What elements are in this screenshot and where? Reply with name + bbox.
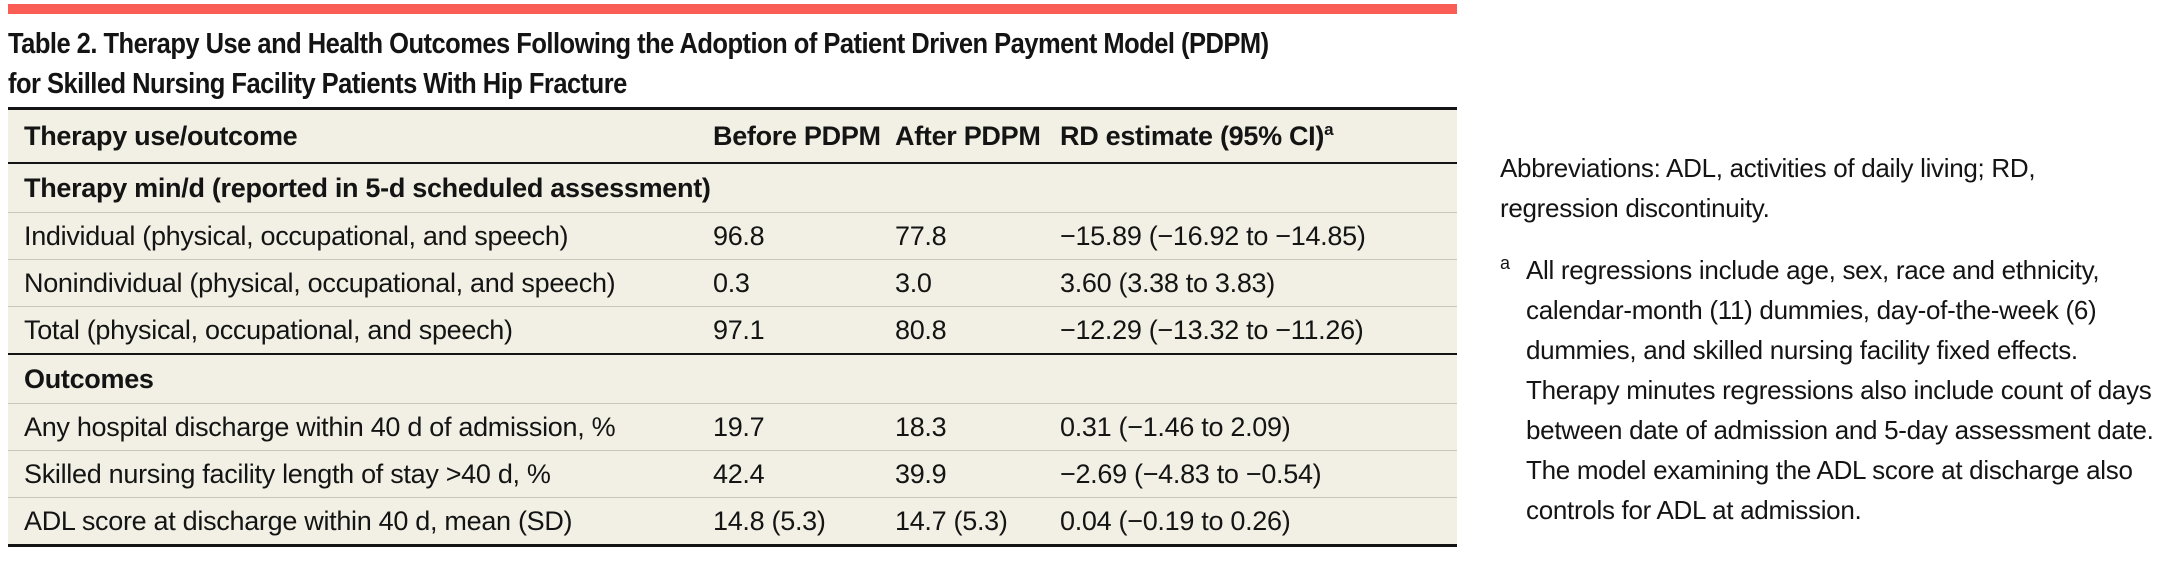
cell-rd-estimate: −12.29 (−13.32 to −11.26) — [1060, 314, 1364, 345]
column-header-before-pdpm: Before PDPM — [713, 120, 881, 151]
table-row-hospital-discharge: Any hospital discharge within 40 d of ad… — [8, 403, 1457, 450]
row-label: Individual (physical, occupational, and … — [24, 220, 569, 251]
cell-after-pdpm: 77.8 — [895, 220, 947, 251]
cell-before-pdpm: 97.1 — [713, 314, 765, 345]
footnote-marker-superscript: a — [1324, 120, 1334, 139]
cell-rd-estimate: −2.69 (−4.83 to −0.54) — [1060, 458, 1322, 489]
cell-rd-estimate: 0.04 (−0.19 to 0.26) — [1060, 505, 1291, 536]
column-header-therapy-use-outcome: Therapy use/outcome — [24, 120, 298, 151]
column-header-rd-estimate: RD estimate (95% CI)a — [1060, 120, 1457, 152]
cell-rd-estimate: −15.89 (−16.92 to −14.85) — [1060, 220, 1366, 251]
row-label: Any hospital discharge within 40 d of ad… — [24, 411, 616, 442]
table-title: Table 2. Therapy Use and Health Outcomes… — [8, 24, 1269, 104]
table-row-individual: Individual (physical, occupational, and … — [8, 212, 1457, 259]
row-label: Skilled nursing facility length of stay … — [24, 458, 551, 489]
cell-before-pdpm: 96.8 — [713, 220, 765, 251]
row-label: Nonindividual (physical, occupational, a… — [24, 267, 616, 298]
table-header-row: Therapy use/outcome Before PDPM After PD… — [8, 110, 1457, 164]
table-title-line2: for Skilled Nursing Facility Patients Wi… — [8, 68, 627, 100]
table-row-nonindividual: Nonindividual (physical, occupational, a… — [8, 259, 1457, 306]
accent-bar — [8, 4, 1457, 14]
footnote-a-text: All regressions include age, sex, race a… — [1526, 255, 2154, 525]
table-notes: Abbreviations: ADL, activities of daily … — [1500, 148, 2158, 530]
column-header-after-pdpm: After PDPM — [895, 120, 1041, 151]
row-label: Total (physical, occupational, and speec… — [24, 314, 513, 345]
cell-rd-estimate: 3.60 (3.38 to 3.83) — [1060, 267, 1275, 298]
cell-after-pdpm: 39.9 — [895, 458, 947, 489]
table-section-row-outcomes: Outcomes — [8, 353, 1457, 403]
cell-before-pdpm: 42.4 — [713, 458, 765, 489]
outcomes-table: Therapy use/outcome Before PDPM After PD… — [8, 107, 1457, 547]
section-label: Outcomes — [24, 363, 154, 394]
footnote-a: a All regressions include age, sex, race… — [1500, 250, 2158, 530]
cell-after-pdpm: 80.8 — [895, 314, 947, 345]
cell-after-pdpm: 3.0 — [895, 267, 932, 298]
table-row-adl-score: ADL score at discharge within 40 d, mean… — [8, 497, 1457, 544]
cell-before-pdpm: 19.7 — [713, 411, 765, 442]
cell-before-pdpm: 0.3 — [713, 267, 750, 298]
column-header-rd-estimate-text: RD estimate (95% CI) — [1060, 121, 1325, 151]
table-row-total: Total (physical, occupational, and speec… — [8, 306, 1457, 353]
section-label: Therapy min/d (reported in 5-d scheduled… — [24, 172, 711, 203]
cell-after-pdpm: 14.7 (5.3) — [895, 505, 1008, 536]
table-section-row-therapy: Therapy min/d (reported in 5-d scheduled… — [8, 164, 1457, 212]
table-title-line1: Table 2. Therapy Use and Health Outcomes… — [8, 28, 1269, 60]
footnote-a-marker: a — [1500, 253, 1510, 273]
cell-after-pdpm: 18.3 — [895, 411, 947, 442]
table-row-length-of-stay: Skilled nursing facility length of stay … — [8, 450, 1457, 497]
abbreviations-note: Abbreviations: ADL, activities of daily … — [1500, 153, 2036, 223]
cell-before-pdpm: 14.8 (5.3) — [713, 505, 826, 536]
row-label: ADL score at discharge within 40 d, mean… — [24, 505, 573, 536]
cell-rd-estimate: 0.31 (−1.46 to 2.09) — [1060, 411, 1291, 442]
